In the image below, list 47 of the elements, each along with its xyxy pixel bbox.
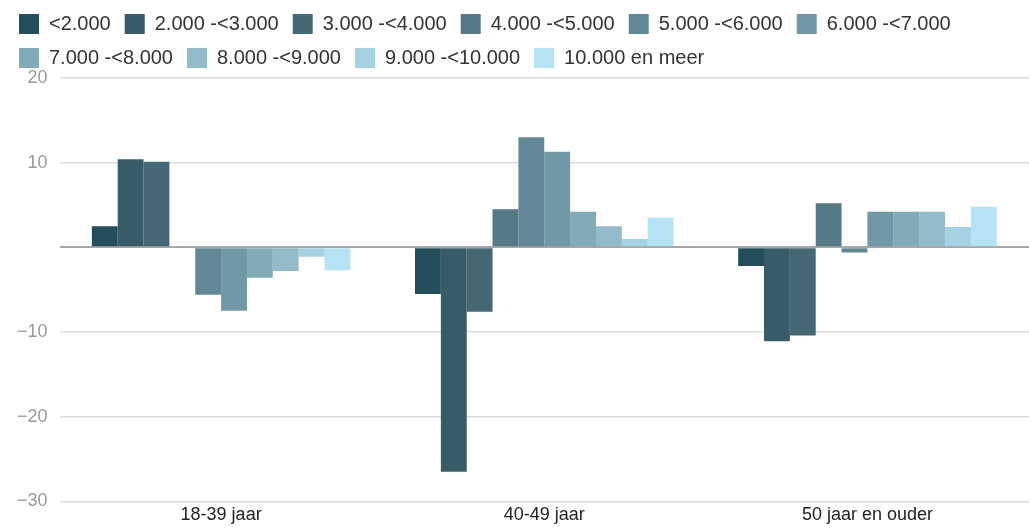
- bar: [919, 211, 945, 247]
- bar: [117, 159, 144, 247]
- legend-label: 2.000 -<3.000: [154, 11, 279, 34]
- legend-label: 6.000 -<7.000: [826, 11, 951, 34]
- bar: [221, 248, 247, 311]
- bar: [440, 248, 467, 472]
- bar: [195, 248, 222, 295]
- legend-label: 3.000 -<4.000: [322, 11, 447, 34]
- y-tick-label: 20: [27, 66, 48, 87]
- bar: [298, 248, 325, 257]
- x-tick-label: 50 jaar en ouder: [801, 504, 933, 525]
- bar: [738, 248, 765, 266]
- bar: [867, 211, 894, 247]
- bar: [621, 238, 648, 247]
- bar: [246, 248, 273, 278]
- bar: [789, 248, 816, 336]
- legend-label: 8.000 -<9.000: [216, 45, 341, 68]
- bar: [492, 209, 519, 247]
- y-tick-label: −20: [16, 405, 48, 426]
- legend-label: 5.000 -<6.000: [658, 11, 783, 34]
- bar: [893, 211, 920, 247]
- legend-label: 9.000 -<10.000: [384, 45, 521, 68]
- bar: [415, 248, 441, 294]
- x-tick-label: 40-49 jaar: [503, 504, 585, 525]
- bar: [764, 248, 790, 342]
- bar: [272, 248, 299, 272]
- legend-label: 7.000 -<8.000: [49, 45, 173, 68]
- x-tick-label: 18-39 jaar: [180, 504, 262, 525]
- bar: [944, 227, 971, 247]
- legend-label: 10.000 en meer: [564, 45, 705, 68]
- legend-label: 4.000 -<5.000: [490, 11, 615, 34]
- bar: [544, 151, 571, 247]
- bar: [324, 248, 351, 271]
- y-tick-label: −30: [16, 490, 48, 511]
- bar: [815, 203, 842, 247]
- y-tick-label: 10: [27, 151, 48, 172]
- bar: [841, 248, 868, 253]
- bar: [647, 217, 674, 247]
- bar: [970, 206, 997, 247]
- bar: [466, 248, 493, 312]
- legend-label: <2.000: [49, 11, 111, 34]
- bar: [570, 211, 596, 247]
- bar: [143, 161, 170, 247]
- y-tick-label: −10: [16, 321, 48, 342]
- bar: [518, 137, 545, 247]
- bar: [595, 226, 622, 247]
- bar: [91, 226, 118, 247]
